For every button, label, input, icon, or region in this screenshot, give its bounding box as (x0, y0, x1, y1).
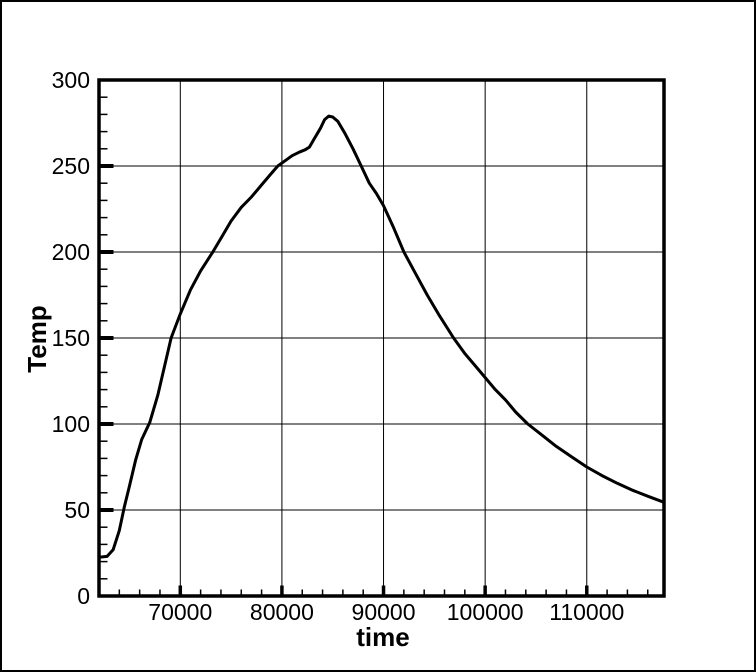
y-tick-label: 150 (52, 325, 90, 351)
y-tick-label: 0 (77, 583, 90, 609)
y-tick-label: 300 (52, 67, 90, 93)
x-tick-label: 90000 (352, 599, 416, 625)
x-axis-title: time (356, 622, 409, 652)
x-tick-label: 80000 (250, 599, 314, 625)
temp-series-line (97, 114, 666, 559)
y-axis-title: Temp (22, 305, 52, 372)
y-tick-label: 200 (52, 239, 90, 265)
gridlines (99, 80, 664, 596)
y-tick-label: 100 (52, 411, 90, 437)
y-tick-label: 50 (64, 497, 90, 523)
y-tick-label: 250 (52, 153, 90, 179)
axis-ticks (100, 96, 649, 595)
temp-curve (97, 114, 666, 559)
plot-frame (97, 78, 666, 598)
axes-frame (97, 78, 666, 598)
tick-labels: 70000 80000 90000 100000 110000 0 50 100 150 200 2… (52, 67, 625, 625)
x-tick-label: 70000 (148, 599, 212, 625)
x-tick-label: 110000 (549, 599, 624, 625)
x-tick-label: 100000 (447, 599, 524, 625)
